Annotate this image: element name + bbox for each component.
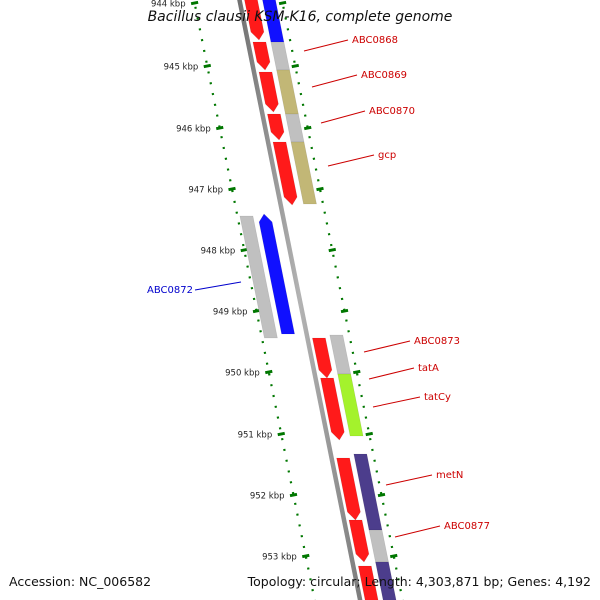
gene-arrow <box>329 334 352 375</box>
scale-label: 951 kbp <box>238 431 273 441</box>
scale-tick <box>389 553 398 559</box>
gene-label-leader <box>394 525 441 538</box>
gene-arrow <box>375 561 397 600</box>
scale-tick <box>252 308 261 314</box>
gene-label-leader <box>372 396 421 408</box>
scale-tick <box>316 186 324 192</box>
scale-tick <box>264 369 273 375</box>
scale-label: 944 kbp <box>151 0 186 10</box>
scale-tick <box>352 369 361 375</box>
scale-tick <box>203 63 212 69</box>
gene-arrow <box>258 213 295 335</box>
scale-label: 953 kbp <box>262 553 297 563</box>
scale-label: 945 kbp <box>164 63 199 73</box>
scale-label: 948 kbp <box>201 247 236 257</box>
gene-arrow <box>285 113 305 143</box>
gene-label: ABC0869 <box>361 70 407 81</box>
gene-label: ABC0870 <box>369 106 415 117</box>
gene-arrow <box>348 519 370 563</box>
gene-arrow <box>267 113 285 141</box>
gene-arrow <box>252 41 271 71</box>
scale-label: 950 kbp <box>225 369 260 379</box>
gene-label-leader <box>320 110 366 124</box>
scale-tick <box>365 431 374 437</box>
scale-tick <box>278 0 287 6</box>
scale-tick <box>340 308 349 314</box>
scale-label: 947 kbp <box>188 186 223 196</box>
gene-label: ABC0877 <box>444 521 490 532</box>
scale-tick <box>328 247 337 253</box>
gene-label-leader <box>303 39 349 52</box>
accession-label: Accession: NC_006582 <box>9 574 152 589</box>
genome-backbone <box>237 0 363 600</box>
gene-label-leader <box>385 474 433 486</box>
gene-arrow <box>320 377 345 441</box>
gene-label-leader <box>368 367 415 380</box>
gene-label: ABC0873 <box>414 336 460 347</box>
gene-label: ABC0868 <box>352 35 398 46</box>
gene-label-leader <box>327 154 375 167</box>
gene-label: tatCy <box>424 392 451 403</box>
gene-arrow <box>270 41 290 71</box>
topology-label: Topology: circular; Length: 4,303,871 bp… <box>247 574 591 589</box>
gene-label: tatA <box>418 363 439 374</box>
scale-tick <box>228 186 236 192</box>
gene-arrow <box>276 69 299 115</box>
scale-tick <box>289 492 298 498</box>
scale-tick <box>301 553 310 559</box>
gene-arrow <box>336 457 361 521</box>
scale-tick <box>303 125 312 131</box>
gene-arrow <box>312 337 333 379</box>
gene-arrow <box>290 141 317 205</box>
gene-arrow <box>368 529 389 563</box>
scale-tick <box>291 63 300 69</box>
map-title: Bacillus clausii KSM-K16, complete genom… <box>147 9 453 25</box>
scale-label: 949 kbp <box>213 308 248 318</box>
gene-label: gcp <box>378 150 396 161</box>
gene-arrow <box>272 141 298 206</box>
gene-arrow <box>353 453 383 531</box>
gene-arrow <box>357 565 379 600</box>
gene-label-leader <box>311 74 358 88</box>
scale-tick <box>377 492 386 498</box>
gene-arrow <box>244 0 265 41</box>
scale-tick <box>277 431 286 437</box>
scale-label: 946 kbp <box>176 125 211 135</box>
gene-label: ABC0872 <box>147 285 193 296</box>
scale-line-left <box>192 0 316 600</box>
scale-tick <box>240 247 249 253</box>
gene-label-leader <box>363 340 411 353</box>
scale-tick <box>190 0 199 6</box>
gene-arrow <box>239 215 278 339</box>
gene-label-leader <box>194 281 242 291</box>
scale-label: 952 kbp <box>250 492 285 502</box>
scale-tick <box>215 125 224 131</box>
gene-label: metN <box>436 470 463 481</box>
gene-arrow <box>258 71 279 113</box>
gene-arrow <box>337 373 364 437</box>
